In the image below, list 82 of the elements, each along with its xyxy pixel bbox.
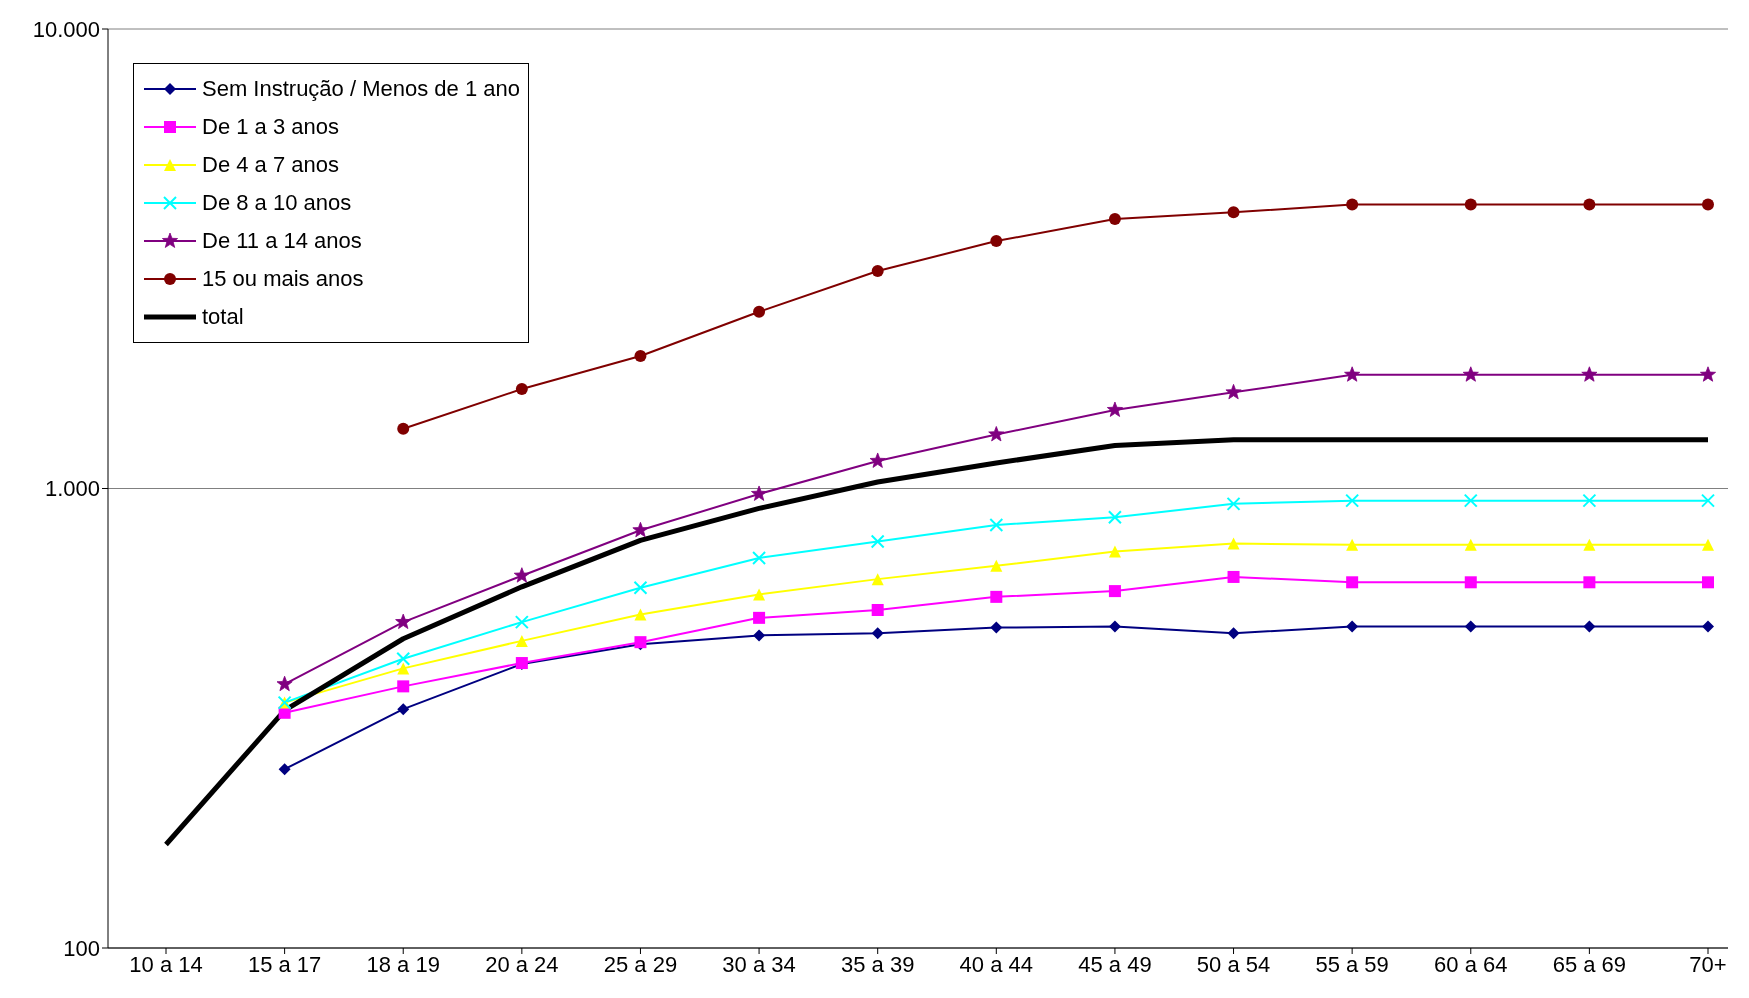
point — [632, 521, 649, 538]
point — [753, 629, 766, 642]
point — [753, 588, 766, 601]
y-tick-label: 100 — [63, 935, 100, 961]
x-tick-label: 50 a 54 — [1196, 951, 1271, 977]
point — [1346, 198, 1359, 211]
point — [1702, 198, 1714, 211]
point — [1344, 366, 1361, 382]
point — [1108, 620, 1121, 633]
point — [1346, 538, 1359, 551]
x-tick-label: 60 a 64 — [1434, 951, 1508, 977]
x-tick-label: 40 a 44 — [959, 951, 1034, 977]
x-tick-label: 30 a 34 — [722, 951, 796, 977]
point — [1464, 620, 1477, 633]
point — [871, 603, 884, 616]
point — [1227, 537, 1240, 550]
legend-label: De 8 a 10 anos — [202, 190, 352, 216]
point — [871, 627, 884, 640]
point — [990, 559, 1003, 572]
legend-label: De 1 a 3 anos — [202, 114, 339, 140]
point — [1699, 366, 1717, 382]
legend-label: total — [202, 304, 244, 330]
point — [753, 611, 766, 624]
point — [751, 485, 768, 501]
point — [1702, 538, 1714, 551]
legend-label: De 11 a 14 anos — [202, 228, 362, 254]
point — [397, 680, 410, 693]
point — [278, 763, 291, 776]
point — [1227, 570, 1240, 583]
point — [871, 264, 884, 277]
point — [1227, 627, 1240, 640]
point — [1583, 198, 1596, 211]
point — [1702, 576, 1714, 589]
x-tick-label: 25 a 29 — [603, 951, 678, 977]
x-tick-label: 15 a 17 — [247, 951, 322, 977]
point — [871, 573, 884, 586]
x-tick-label: 10 a 14 — [129, 951, 203, 977]
point — [1464, 198, 1477, 211]
point — [1346, 576, 1359, 589]
point — [1583, 620, 1596, 633]
x-tick-label: 70+ — [1689, 951, 1727, 977]
point — [753, 305, 766, 318]
point — [1464, 538, 1477, 551]
point — [990, 235, 1003, 248]
point — [1227, 206, 1240, 219]
x-tick-label: 18 a 19 — [366, 951, 440, 977]
point — [1702, 620, 1714, 633]
point — [397, 422, 410, 435]
y-tick-label: 1.000 — [44, 476, 100, 502]
point — [1462, 366, 1479, 382]
x-tick-label: 35 a 39 — [840, 951, 915, 977]
point — [513, 567, 530, 583]
point — [1581, 366, 1598, 382]
legend-label: 15 ou mais anos — [202, 266, 364, 292]
point — [515, 383, 528, 396]
legend-label: Sem Instrução / Menos de 1 ano — [202, 76, 520, 102]
point — [634, 608, 647, 621]
point — [397, 662, 410, 675]
x-tick-label: 20 a 24 — [485, 951, 559, 977]
point — [395, 613, 412, 629]
point — [1583, 576, 1596, 589]
point — [1108, 212, 1121, 225]
x-tick-label: 45 a 49 — [1078, 951, 1152, 977]
point — [869, 452, 886, 468]
legend-label: De 4 a 7 anos — [202, 152, 339, 178]
point — [1464, 576, 1477, 589]
y-tick-label: 10.000 — [32, 16, 100, 42]
point — [634, 349, 647, 362]
point — [397, 703, 410, 716]
point — [988, 426, 1005, 442]
point — [515, 634, 528, 647]
point — [990, 621, 1003, 634]
x-tick-label: 65 a 69 — [1552, 951, 1627, 977]
x-tick-label: 55 a 59 — [1315, 951, 1389, 977]
point — [1106, 401, 1123, 417]
point — [1583, 538, 1596, 551]
point — [990, 590, 1003, 603]
point — [276, 675, 293, 692]
point — [1108, 585, 1121, 598]
point — [1225, 383, 1242, 400]
point — [1346, 620, 1359, 633]
point — [1108, 545, 1121, 558]
